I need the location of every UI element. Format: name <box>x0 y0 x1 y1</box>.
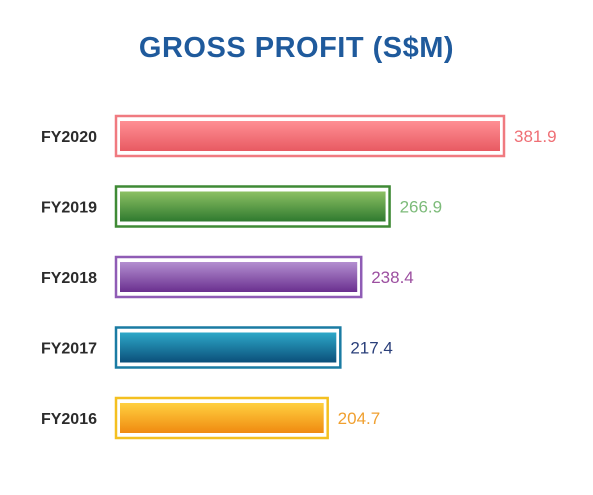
value-label: 204.7 <box>338 409 381 428</box>
bar <box>120 262 358 292</box>
bar-inner-border <box>118 329 339 366</box>
bars-group: FY2020 381.9 FY2019 266.9 FY2018 238.4 FY2017 2… <box>41 114 557 440</box>
category-label: FY2018 <box>41 270 97 287</box>
bar <box>120 191 386 222</box>
bar-inner-border <box>118 400 326 436</box>
bar <box>120 332 337 363</box>
bar <box>120 403 324 433</box>
category-label: FY2016 <box>41 411 97 428</box>
bar <box>120 121 500 151</box>
value-label: 381.9 <box>514 127 557 146</box>
bar-inner-border <box>118 188 388 225</box>
category-label: FY2019 <box>41 200 97 217</box>
value-label: 266.9 <box>400 198 443 217</box>
chart-title: GROSS PROFIT (S$M) <box>138 32 455 64</box>
bar-inner-border <box>118 259 359 295</box>
category-label: FY2020 <box>41 129 97 146</box>
value-label: 238.4 <box>371 268 414 287</box>
category-label: FY2017 <box>41 341 97 358</box>
value-label: 217.4 <box>350 339 393 358</box>
bar-inner-border <box>118 118 502 154</box>
